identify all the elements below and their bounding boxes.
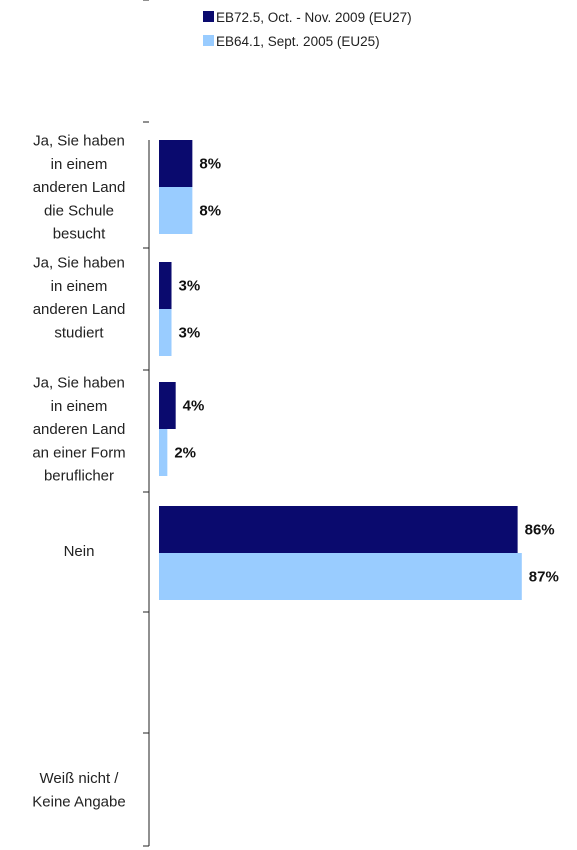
legend-swatch (203, 35, 214, 46)
bar (159, 140, 193, 187)
bar (159, 187, 193, 234)
data-label: 4% (183, 398, 205, 415)
data-label: 8% (199, 156, 221, 173)
category-label: Ja, Sie haben in einem anderen Land an eine… (32, 375, 125, 485)
data-label: 87% (529, 569, 559, 586)
data-label: 2% (174, 445, 196, 462)
bar (159, 553, 522, 600)
category-label: Nein (64, 543, 95, 560)
category-label: Weiß nicht / Keine Angabe (32, 770, 125, 810)
legend-swatch (203, 11, 214, 22)
legend-label: EB72.5, Oct. - Nov. 2009 (EU27) (216, 10, 412, 25)
bar (159, 309, 172, 356)
legend-label: EB64.1, Sept. 2005 (EU25) (216, 34, 380, 49)
category-label: Ja, Sie haben in einem anderen Land die Sch… (33, 133, 126, 243)
data-label: 3% (179, 278, 201, 295)
bar (159, 429, 168, 476)
bar (159, 382, 176, 429)
data-label: 3% (179, 325, 201, 342)
data-label: 8% (199, 203, 221, 220)
data-label: 86% (525, 522, 555, 539)
bar (159, 506, 518, 553)
category-label: Ja, Sie haben in einem anderen Land studier… (33, 255, 126, 342)
bar (159, 262, 172, 309)
